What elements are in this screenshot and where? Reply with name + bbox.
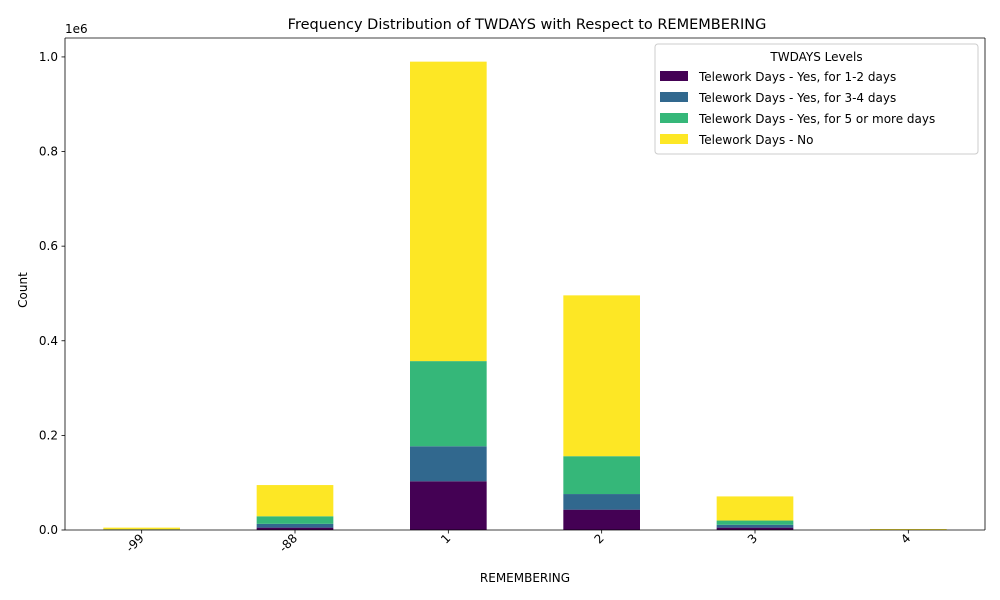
y-tick-label: 0.6 (39, 239, 58, 253)
y-tick-label: 0.0 (39, 523, 58, 537)
y-tick-label: 1.0 (39, 50, 58, 64)
bar-segment--88-series-3 (256, 485, 334, 517)
bar-segment-2-series-0 (563, 509, 640, 530)
bar-segment-3-series-2 (716, 520, 794, 525)
x-tick-label: -99 (123, 531, 147, 555)
bar-segment-1-series-1 (410, 446, 487, 482)
bar-segment--99-series-3 (103, 527, 180, 530)
chart-title: Frequency Distribution of TWDAYS with Re… (288, 17, 767, 33)
legend-entry: Telework Days - Yes, for 5 or more days (698, 112, 935, 126)
legend-entry: Telework Days - Yes, for 3-4 days (698, 91, 896, 105)
bar-segment--88-series-1 (256, 523, 334, 528)
legend-entry: Telework Days - Yes, for 1-2 days (698, 70, 896, 84)
legend-entry: Telework Days - No (698, 133, 813, 147)
x-tick-label: 2 (591, 531, 606, 546)
legend-swatch (660, 134, 688, 144)
bar-segment--88-series-0 (256, 527, 334, 530)
bar-segment-3-series-0 (716, 527, 794, 530)
y-tick-label: 0.8 (39, 145, 58, 159)
y-tick-label: 0.4 (39, 334, 58, 348)
bar-segment-2-series-2 (563, 456, 640, 495)
bar-segment-3-series-3 (716, 496, 794, 521)
bar-segment-3-series-1 (716, 524, 794, 528)
bar-segment-2-series-3 (563, 295, 640, 457)
x-tick-label: 4 (898, 531, 913, 546)
x-tick-label: -88 (276, 531, 300, 555)
bar-segment-1-series-2 (410, 361, 487, 447)
legend-swatch (660, 113, 688, 123)
legend-title: TWDAYS Levels (769, 50, 862, 64)
bar-segment--88-series-2 (256, 516, 334, 524)
legend-box (654, 43, 979, 155)
y-tick-label: 0.2 (39, 428, 58, 442)
bar-segment-1-series-3 (410, 61, 487, 362)
legend: TWDAYS Levels Telework Days - Yes, for 1-… (654, 43, 979, 155)
y-axis-label: Count (16, 272, 30, 308)
x-tick-label: 3 (745, 531, 760, 546)
bars-layer (103, 61, 947, 530)
x-tick-label: 1 (438, 531, 453, 546)
x-axis-label: REMEMBERING (480, 571, 570, 585)
y-scale-label: 1e6 (65, 22, 88, 36)
legend-swatch (660, 71, 688, 81)
bar-segment-2-series-1 (563, 494, 640, 510)
bar-segment-1-series-0 (410, 481, 487, 530)
legend-swatch (660, 92, 688, 102)
bar-segment-4-series-3 (870, 529, 947, 530)
